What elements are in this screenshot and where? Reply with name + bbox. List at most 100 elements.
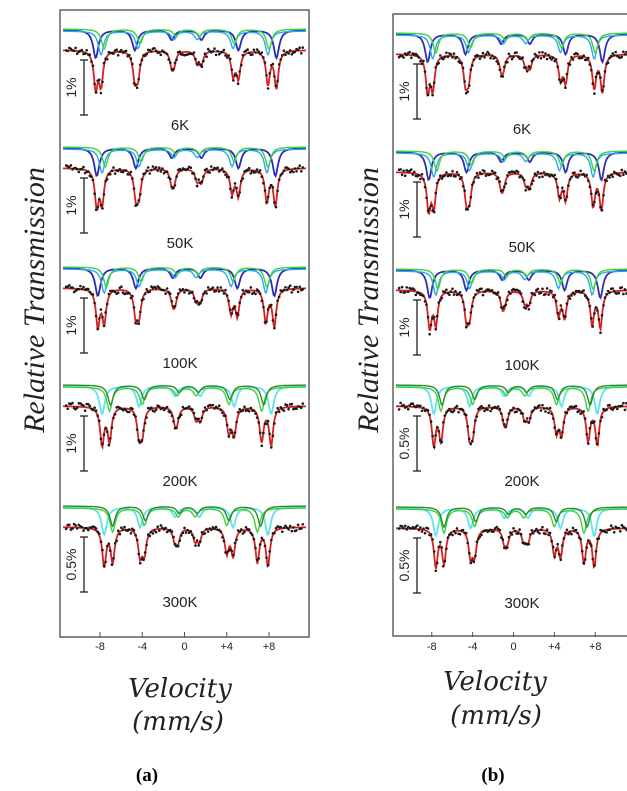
data-point: [530, 182, 534, 185]
data-point: [176, 292, 180, 295]
data-point: [229, 428, 232, 432]
data-point: [98, 78, 101, 82]
data-point: [128, 292, 131, 295]
data-point: [426, 315, 430, 319]
data-point: [582, 410, 585, 413]
data-point: [451, 287, 454, 291]
data-point: [139, 561, 142, 565]
data-point: [582, 289, 585, 292]
data-point: [622, 292, 625, 296]
data-point: [178, 415, 182, 419]
data-point: [458, 291, 462, 294]
data-point: [544, 410, 547, 413]
data-point: [110, 169, 114, 172]
data-point: [75, 527, 79, 530]
data-point: [464, 325, 468, 329]
data-point: [587, 539, 590, 542]
x-axis-label-b-line2: (mm/s): [450, 701, 542, 731]
data-point: [221, 411, 224, 415]
data-point: [440, 296, 444, 300]
data-point: [565, 528, 569, 532]
data-point: [102, 564, 106, 568]
data-point: [593, 564, 596, 567]
data-point: [461, 66, 465, 70]
data-point: [137, 438, 140, 442]
data-point: [445, 411, 448, 414]
data-point: [515, 410, 518, 414]
data-point: [435, 561, 439, 565]
data-point: [222, 292, 226, 295]
data-point: [268, 432, 272, 436]
data-point: [80, 526, 84, 529]
data-point: [273, 326, 276, 330]
data-point: [120, 407, 123, 411]
data-point: [622, 401, 625, 405]
data-point: [506, 61, 509, 64]
data-point: [437, 61, 441, 65]
data-point: [605, 408, 608, 412]
data-point: [429, 85, 433, 89]
data-point: [593, 420, 596, 423]
data-point: [191, 290, 194, 294]
data-point: [192, 536, 196, 540]
data-point: [197, 303, 200, 306]
data-point: [288, 524, 292, 528]
data-point: [233, 541, 237, 545]
data-point: [547, 53, 550, 57]
data-point: [142, 429, 145, 432]
data-point: [128, 528, 131, 531]
data-point: [567, 532, 570, 536]
data-point: [197, 544, 200, 547]
data-point: [91, 408, 95, 412]
data-point: [559, 436, 563, 439]
data-point: [173, 184, 177, 187]
data-point: [529, 533, 532, 536]
data-point: [542, 55, 546, 58]
data-point: [535, 174, 538, 177]
data-point: [545, 287, 549, 290]
scale-bar-label: 1%: [63, 433, 79, 453]
data-point: [425, 303, 428, 307]
data-point: [622, 173, 625, 177]
data-point: [583, 417, 587, 420]
data-point: [590, 192, 593, 196]
data-point: [154, 287, 158, 290]
data-point: [446, 536, 450, 539]
data-point: [238, 70, 241, 73]
data-point: [142, 297, 145, 301]
scale-bar-label: 1%: [63, 77, 79, 97]
data-point: [596, 190, 599, 194]
data-point: [472, 430, 476, 434]
data-point: [194, 177, 197, 180]
data-point: [585, 433, 588, 436]
data-point: [461, 408, 465, 412]
data-point: [292, 288, 295, 292]
data-point: [463, 189, 467, 192]
data-point: [454, 531, 457, 535]
data-point: [429, 533, 433, 536]
data-point: [268, 305, 272, 309]
data-point: [233, 431, 237, 434]
data-point: [490, 169, 494, 173]
data-point: [597, 193, 601, 196]
data-point: [501, 75, 505, 78]
data-point: [501, 306, 505, 310]
data-point: [124, 49, 128, 53]
data-point: [101, 207, 104, 210]
data-point: [585, 173, 588, 177]
data-point: [240, 295, 243, 299]
data-point: [576, 531, 579, 535]
data-point: [217, 528, 221, 532]
data-point: [71, 286, 74, 289]
data-point: [216, 166, 219, 169]
data-point: [599, 331, 602, 335]
data-point: [577, 409, 581, 413]
data-point: [173, 304, 177, 308]
data-point: [432, 315, 436, 319]
data-point: [435, 425, 439, 429]
data-point: [452, 293, 456, 296]
data-point: [498, 296, 502, 300]
data-point: [541, 175, 544, 178]
data-point: [506, 298, 509, 302]
data-point: [206, 286, 210, 289]
